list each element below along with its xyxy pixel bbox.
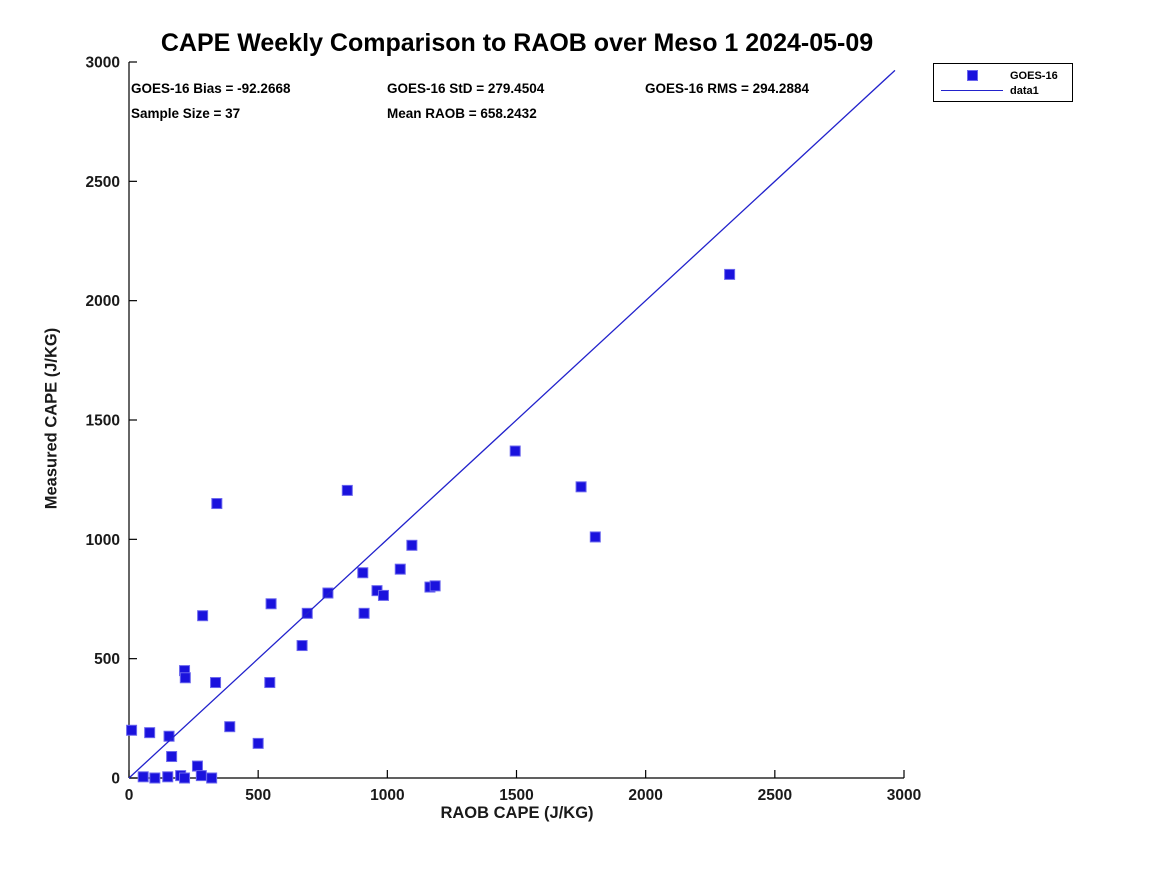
data-point (265, 598, 277, 610)
square-marker-icon (966, 70, 978, 81)
line-sample-icon (941, 90, 1003, 91)
data-point (191, 760, 203, 772)
x-tick-label: 2000 (628, 787, 662, 804)
data-point (252, 737, 264, 749)
data-point (429, 580, 441, 592)
data-point (296, 640, 308, 652)
data-point (724, 268, 736, 280)
data-point (206, 772, 218, 784)
stat-sample-size: Sample Size = 37 (131, 106, 241, 121)
data-point (211, 498, 223, 510)
y-tick-label: 2000 (86, 293, 120, 310)
x-tick-label: 1500 (499, 787, 533, 804)
data-point (195, 770, 207, 782)
stat-rms: GOES-16 RMS = 294.2884 (645, 81, 809, 96)
data-point (210, 677, 222, 689)
legend-box: GOES-16 data1 (933, 63, 1073, 102)
data-point (163, 730, 175, 742)
y-tick-label: 0 (111, 771, 120, 788)
x-tick-label: 500 (245, 787, 271, 804)
legend-item-goes16: GOES-16 (934, 68, 1072, 83)
identity-line (128, 69, 896, 779)
x-tick-label: 3000 (887, 787, 921, 804)
data-point (126, 724, 138, 736)
legend-label: GOES-16 (1010, 69, 1058, 82)
y-tick-label: 500 (94, 651, 120, 668)
legend-item-data1: data1 (934, 83, 1072, 98)
stat-bias: GOES-16 Bias = -92.2668 (131, 81, 291, 96)
data-point (394, 563, 406, 575)
data-point (509, 445, 521, 457)
x-axis-label: RAOB CAPE (J/KG) (440, 804, 594, 822)
y-tick-label: 3000 (86, 55, 120, 72)
data-point (406, 539, 418, 551)
y-tick-label: 1500 (86, 413, 120, 430)
data-point (322, 587, 334, 599)
x-tick-label: 1000 (370, 787, 404, 804)
x-tick-label: 2500 (758, 787, 792, 804)
stat-mean-raob: Mean RAOB = 658.2432 (387, 106, 537, 121)
data-point (357, 567, 369, 579)
x-tick-label: 0 (125, 787, 134, 804)
data-point (137, 771, 149, 783)
data-point (144, 727, 156, 739)
data-point (264, 677, 276, 689)
y-tick-label: 1000 (86, 532, 120, 549)
data-point (224, 721, 236, 733)
data-point (197, 610, 209, 622)
stat-std: GOES-16 StD = 279.4504 (387, 81, 545, 96)
legend-label: data1 (1010, 84, 1039, 97)
data-point (179, 672, 191, 684)
data-point (377, 589, 389, 601)
y-axis-label: Measured CAPE (J/KG) (42, 327, 61, 510)
data-point (358, 607, 370, 619)
data-point (341, 484, 353, 496)
data-point (149, 772, 161, 784)
data-point (162, 771, 174, 783)
data-point (575, 481, 587, 493)
chart-title: CAPE Weekly Comparison to RAOB over Meso… (160, 29, 874, 57)
data-point (166, 751, 178, 763)
data-point (179, 772, 191, 784)
data-point (589, 531, 601, 543)
y-tick-label: 2500 (86, 174, 120, 191)
